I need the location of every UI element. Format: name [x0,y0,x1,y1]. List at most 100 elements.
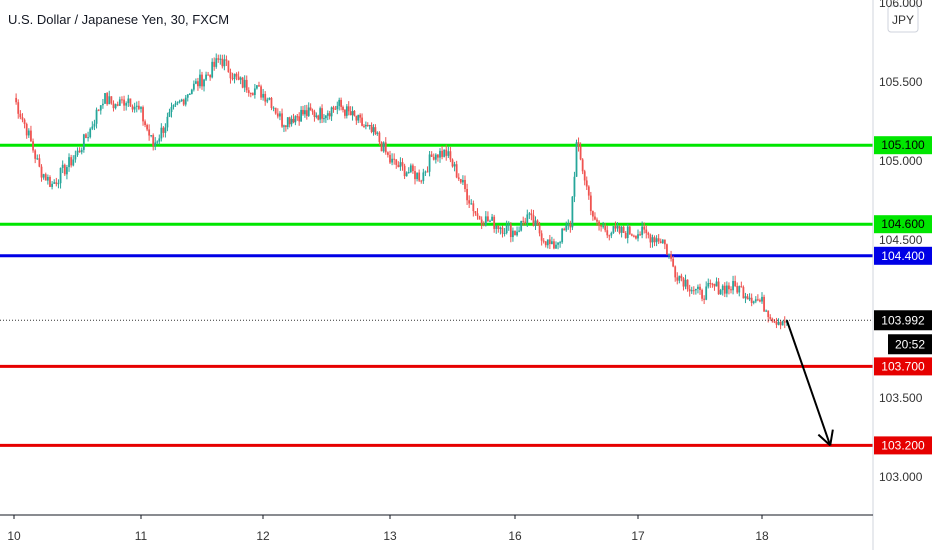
candle-body [567,223,570,226]
candle-body [258,85,260,87]
candle-body [40,166,43,178]
candle-body [51,183,53,187]
candle-body [74,155,77,160]
candle-body [46,176,49,181]
candle-body [401,162,404,166]
candle-body [368,125,371,127]
candle-body [647,233,650,235]
candle-body [340,99,343,107]
candle-body [160,127,163,139]
candle-body [742,287,745,299]
candle-body [190,89,193,94]
candle-body [657,238,660,242]
candle-body [199,74,201,87]
candle-body [23,119,26,125]
candle-body [166,116,169,128]
candle-body [203,79,205,87]
candle-body [264,93,267,102]
candle-body [719,290,722,295]
level-price-tag [874,246,932,265]
candle-body [386,152,389,155]
candle-body [347,106,350,112]
candle-body [110,96,113,104]
candle-body [668,254,670,256]
candle-body [395,159,398,165]
candle-body [697,286,699,289]
candle-body [36,158,39,160]
candle-body [152,135,155,146]
candle-body [633,235,635,237]
candle-body [618,226,621,233]
candle-body [59,167,62,184]
level-price-tag [874,215,932,234]
candle-body [321,108,323,119]
candle-body [30,130,32,142]
candle-body [538,225,541,234]
countdown-label: 20:52 [895,337,925,351]
candle-body [249,92,252,94]
candle-body [76,150,79,156]
candle-body [188,93,191,95]
candle-body [15,97,18,103]
candle-body [744,296,747,299]
candle-body [114,104,117,109]
candle-body [178,101,181,103]
candle-body [336,105,339,110]
candle-body [68,157,70,168]
candle-body [614,226,617,229]
candle-body [302,109,304,115]
candle-body [403,165,406,177]
candle-body [219,58,222,60]
candle-body [311,110,314,112]
candle-body [334,108,337,110]
currency-badge[interactable]: JPY [887,5,919,33]
candle-body [612,226,615,233]
x-tick-label: 16 [508,529,522,543]
candle-body [439,150,441,158]
candle-body [447,151,450,156]
candle-body [307,107,310,116]
candle-body [443,149,446,157]
candle-body [606,230,609,236]
projection-arrow [785,319,834,447]
y-tick-label: 104.500 [879,233,923,247]
x-axis[interactable]: 10 11 12 13 16 17 18 [0,514,873,543]
candle-body [420,180,423,182]
candle-body [756,299,759,301]
candle-body [779,321,782,326]
candle-body [384,142,387,153]
candle-body [164,127,167,133]
candle-body [135,105,138,107]
candle-body [466,188,468,201]
candle-body [63,164,66,175]
candle-body [457,177,460,180]
y-tick-label: 103.000 [879,470,923,484]
candle-body [127,98,130,104]
candle-body [600,225,602,227]
candle-body [528,213,531,215]
y-axis[interactable]: 106.000 105.500 105.000 104.500 103.500 103.0… [872,0,923,550]
candle-body [738,286,741,293]
candle-body [472,203,475,212]
candle-body [699,286,701,290]
candle-body [530,213,533,216]
candle-body [313,111,316,117]
candle-body [290,118,293,125]
candle-body [251,93,254,95]
candle-body [563,228,566,231]
candle-body [300,109,302,122]
candle-body [355,115,358,121]
candle-body [256,85,258,89]
candle-body [575,142,578,177]
candle-body [180,99,183,102]
candle-body [361,117,363,126]
candle-body [470,203,473,205]
candle-body [32,141,34,151]
candle-body [740,286,743,288]
candle-body [364,124,367,127]
candle-body [643,226,646,230]
candle-body [266,99,269,102]
candle-body [309,107,312,111]
